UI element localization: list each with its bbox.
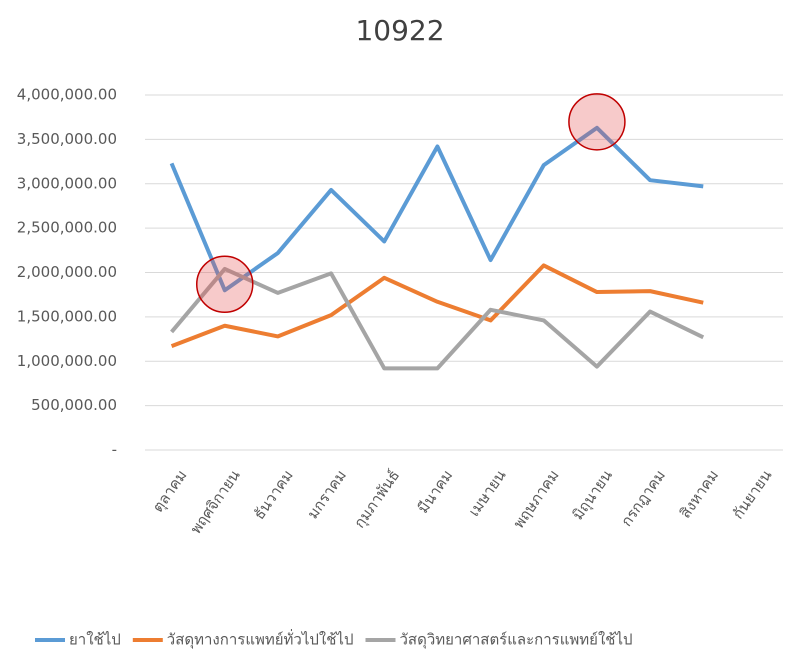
x-tick-label: สิงหาคม xyxy=(676,467,722,522)
y-tick-label: 3,500,000.00 xyxy=(17,130,117,148)
legend-label: ยาใช้ไป xyxy=(69,631,121,649)
y-tick-label: 2,000,000.00 xyxy=(17,263,117,281)
x-tick-label: กุมภาพันธ์ xyxy=(350,467,404,532)
x-tick-label: มีนาคม xyxy=(414,467,457,517)
chart-title: 10922 xyxy=(355,14,444,47)
legend-label: วัสดุวิทยาศาสตร์และการแพทย์ใช้ไป xyxy=(400,631,633,650)
y-tick-label: 3,000,000.00 xyxy=(17,174,117,192)
y-tick-label: 2,500,000.00 xyxy=(17,219,117,237)
highlight-circle xyxy=(196,255,254,313)
x-tick-label: ตุลาคม xyxy=(149,467,192,517)
y-tick-label: - xyxy=(112,441,117,459)
y-tick-label: 500,000.00 xyxy=(31,396,117,414)
y-tick-label: 1,000,000.00 xyxy=(17,352,117,370)
x-tick-label: มกราคม xyxy=(304,467,351,523)
x-tick-label: ธันวาคม xyxy=(250,467,297,523)
y-tick-label: 1,500,000.00 xyxy=(17,307,117,325)
x-tick-label: กันยายน xyxy=(729,467,776,523)
x-tick-label: มิถุนายน xyxy=(569,467,617,524)
x-tick-label: พฤษภาคม xyxy=(509,467,562,532)
series-line xyxy=(170,263,704,349)
series-line xyxy=(169,125,704,293)
series-line xyxy=(170,266,705,371)
x-tick-label: เมษายน xyxy=(465,467,510,520)
highlight-circle xyxy=(568,93,626,151)
x-tick-label: พฤศจิกายน xyxy=(187,467,244,538)
legend-label: วัสดุทางการแพทย์ทั่วไปใช้ไป xyxy=(167,629,354,650)
y-tick-label: 4,000,000.00 xyxy=(17,86,117,104)
x-tick-label: กรกฎาคม xyxy=(617,467,669,530)
